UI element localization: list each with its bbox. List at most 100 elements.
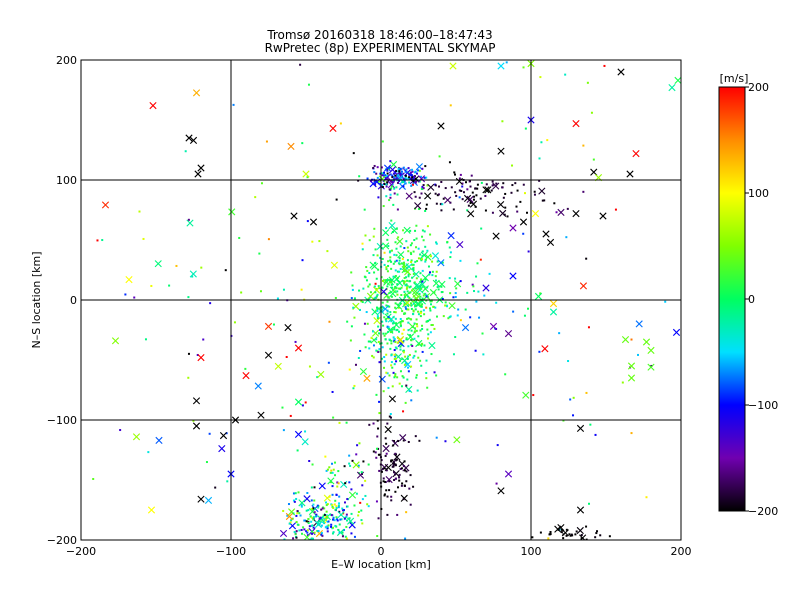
scatter-point	[380, 357, 383, 360]
scatter-point	[311, 240, 314, 243]
scatter-point	[396, 290, 399, 293]
scatter-point	[379, 453, 382, 456]
scatter-point	[570, 533, 573, 536]
scatter-point	[467, 210, 475, 218]
scatter-point	[360, 300, 363, 303]
scatter-point	[192, 397, 201, 405]
scatter-point	[424, 165, 427, 168]
scatter-point	[414, 229, 417, 232]
scatter-point	[462, 191, 465, 194]
scatter-point	[541, 345, 549, 353]
scatter-point	[447, 317, 450, 320]
scatter-point	[309, 538, 312, 540]
scatter-point	[375, 288, 378, 291]
scatter-point	[454, 277, 457, 280]
scatter-point	[522, 66, 525, 69]
scatter-point	[295, 536, 298, 539]
scatter-point	[548, 533, 551, 536]
scatter-point	[330, 261, 339, 269]
scatter-point	[402, 376, 405, 379]
scatter-point	[395, 259, 398, 262]
scatter-point	[353, 384, 356, 387]
scatter-point	[331, 485, 334, 488]
scatter-point	[405, 338, 408, 341]
scatter-point	[412, 356, 415, 359]
scatter-point	[385, 475, 393, 484]
scatter-point	[390, 180, 393, 183]
scatter-point	[385, 489, 388, 492]
scatter-point	[393, 376, 396, 379]
scatter-point	[408, 172, 411, 175]
scatter-point	[393, 192, 396, 195]
scatter-point	[337, 511, 345, 519]
scatter-point	[326, 516, 329, 519]
scatter-point	[318, 517, 321, 520]
scatter-point	[294, 344, 303, 352]
scatter-point	[375, 309, 378, 312]
scatter-point	[405, 385, 413, 393]
scatter-point	[533, 193, 536, 196]
scatter-point	[495, 182, 498, 185]
scatter-point	[306, 220, 309, 223]
scatter-point	[420, 192, 423, 195]
scatter-point	[346, 498, 349, 501]
scatter-point	[534, 292, 543, 300]
scatter-point	[473, 195, 476, 198]
scatter-point	[366, 503, 369, 506]
scatter-point	[308, 507, 317, 516]
scatter-point	[393, 353, 396, 356]
scatter-point	[138, 210, 141, 213]
scatter-point	[431, 270, 434, 273]
scatter-point	[413, 330, 416, 333]
scatter-point	[373, 271, 376, 274]
scatter-point	[421, 187, 424, 190]
scatter-point	[449, 251, 452, 254]
scatter-point	[314, 520, 323, 529]
scatter-point	[382, 477, 385, 480]
scatter-point	[449, 62, 457, 70]
scatter-point	[387, 317, 390, 320]
scatter-point	[402, 280, 405, 283]
scatter-point	[360, 509, 363, 512]
scatter-point	[302, 526, 305, 529]
scatter-point	[404, 284, 407, 287]
scatter-point	[621, 336, 630, 344]
scatter-point	[672, 328, 681, 336]
scatter-point	[540, 141, 543, 144]
scatter-point	[142, 237, 145, 240]
scatter-point	[599, 534, 602, 537]
scatter-point	[413, 300, 422, 308]
scatter-point	[397, 236, 400, 239]
scatter-point	[568, 533, 571, 536]
scatter-point	[328, 495, 331, 498]
scatter-point	[476, 187, 479, 190]
scatter-point	[390, 459, 393, 462]
scatter-point	[389, 250, 392, 253]
scatter-point	[385, 452, 388, 455]
scatter-point	[189, 136, 198, 144]
scatter-point	[350, 325, 353, 328]
scatter-point	[374, 183, 377, 186]
scatter-point	[569, 398, 572, 401]
scatter-point	[455, 287, 458, 290]
scatter-point	[393, 177, 396, 180]
scatter-point	[194, 170, 202, 178]
scatter-point	[306, 176, 309, 179]
scatter-point	[383, 164, 392, 172]
scatter-point	[318, 240, 321, 243]
scatter-point	[377, 268, 380, 271]
scatter-point	[645, 496, 648, 499]
scatter-point	[388, 480, 391, 483]
scatter-point	[370, 180, 373, 183]
scatter-point	[326, 250, 329, 253]
scatter-point	[260, 182, 263, 185]
colorbar-gradient	[718, 86, 746, 512]
scatter-point	[147, 506, 156, 514]
scatter-point	[331, 462, 334, 465]
scatter-point	[406, 304, 409, 307]
scatter-point	[449, 315, 452, 318]
scatter-point	[415, 180, 418, 183]
scatter-point	[416, 389, 419, 392]
scatter-point	[485, 183, 488, 186]
scatter-point	[539, 531, 542, 534]
